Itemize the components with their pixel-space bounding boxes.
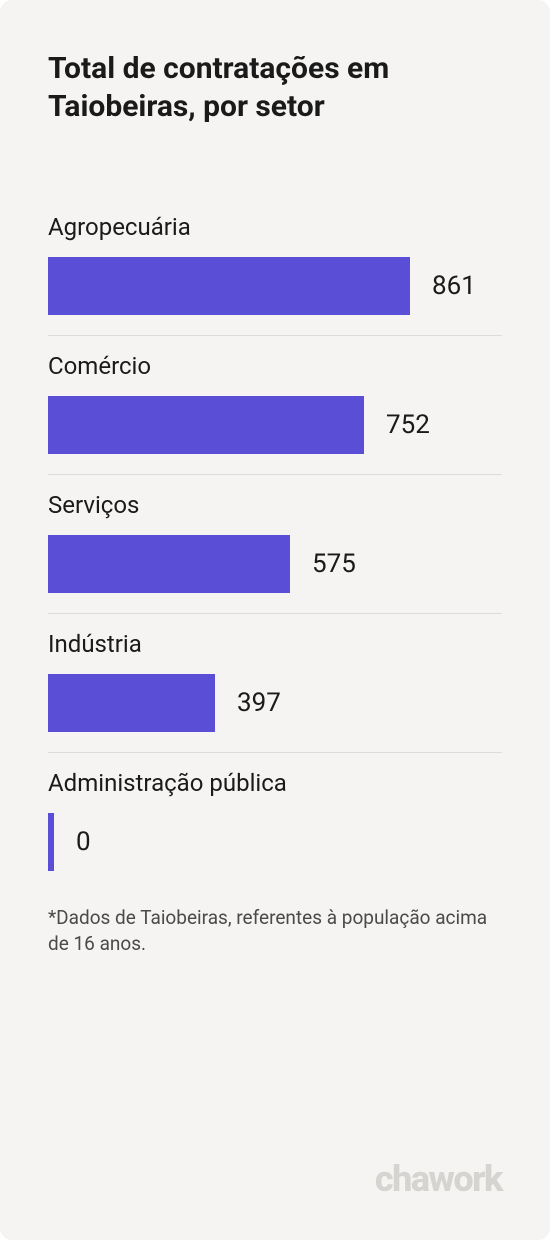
bar-line: 397 [48, 674, 502, 732]
bar-row: Administração pública 0 [48, 753, 502, 891]
bar [48, 813, 54, 871]
bar [48, 257, 410, 315]
bar-line: 0 [48, 813, 502, 871]
brand-logo: chawork [375, 1158, 502, 1200]
bar-value: 752 [386, 410, 430, 440]
bar [48, 674, 215, 732]
bar-line: 861 [48, 257, 502, 315]
bar-row: Agropecuária 861 [48, 197, 502, 336]
row-label: Agropecuária [48, 213, 502, 241]
row-label: Serviços [48, 491, 502, 519]
row-label: Comércio [48, 352, 502, 380]
bar-line: 575 [48, 535, 502, 593]
bar-value: 861 [432, 271, 476, 301]
bar [48, 396, 364, 454]
chart-title: Total de contratações em Taiobeiras, por… [48, 50, 502, 127]
chart-footnote: *Dados de Taiobeiras, referentes à popul… [48, 905, 502, 958]
bar-row: Comércio 752 [48, 336, 502, 475]
row-label: Indústria [48, 630, 502, 658]
bar [48, 535, 290, 593]
bar-value: 397 [237, 688, 281, 718]
chart-card: Total de contratações em Taiobeiras, por… [0, 0, 550, 1240]
bar-row: Indústria 397 [48, 614, 502, 753]
bar-value: 575 [312, 549, 356, 579]
bar-rows: Agropecuária 861 Comércio 752 Serviços 5… [48, 197, 502, 891]
bar-line: 752 [48, 396, 502, 454]
bar-value: 0 [76, 827, 91, 857]
bar-row: Serviços 575 [48, 475, 502, 614]
spacer [48, 958, 502, 1134]
row-label: Administração pública [48, 769, 502, 797]
